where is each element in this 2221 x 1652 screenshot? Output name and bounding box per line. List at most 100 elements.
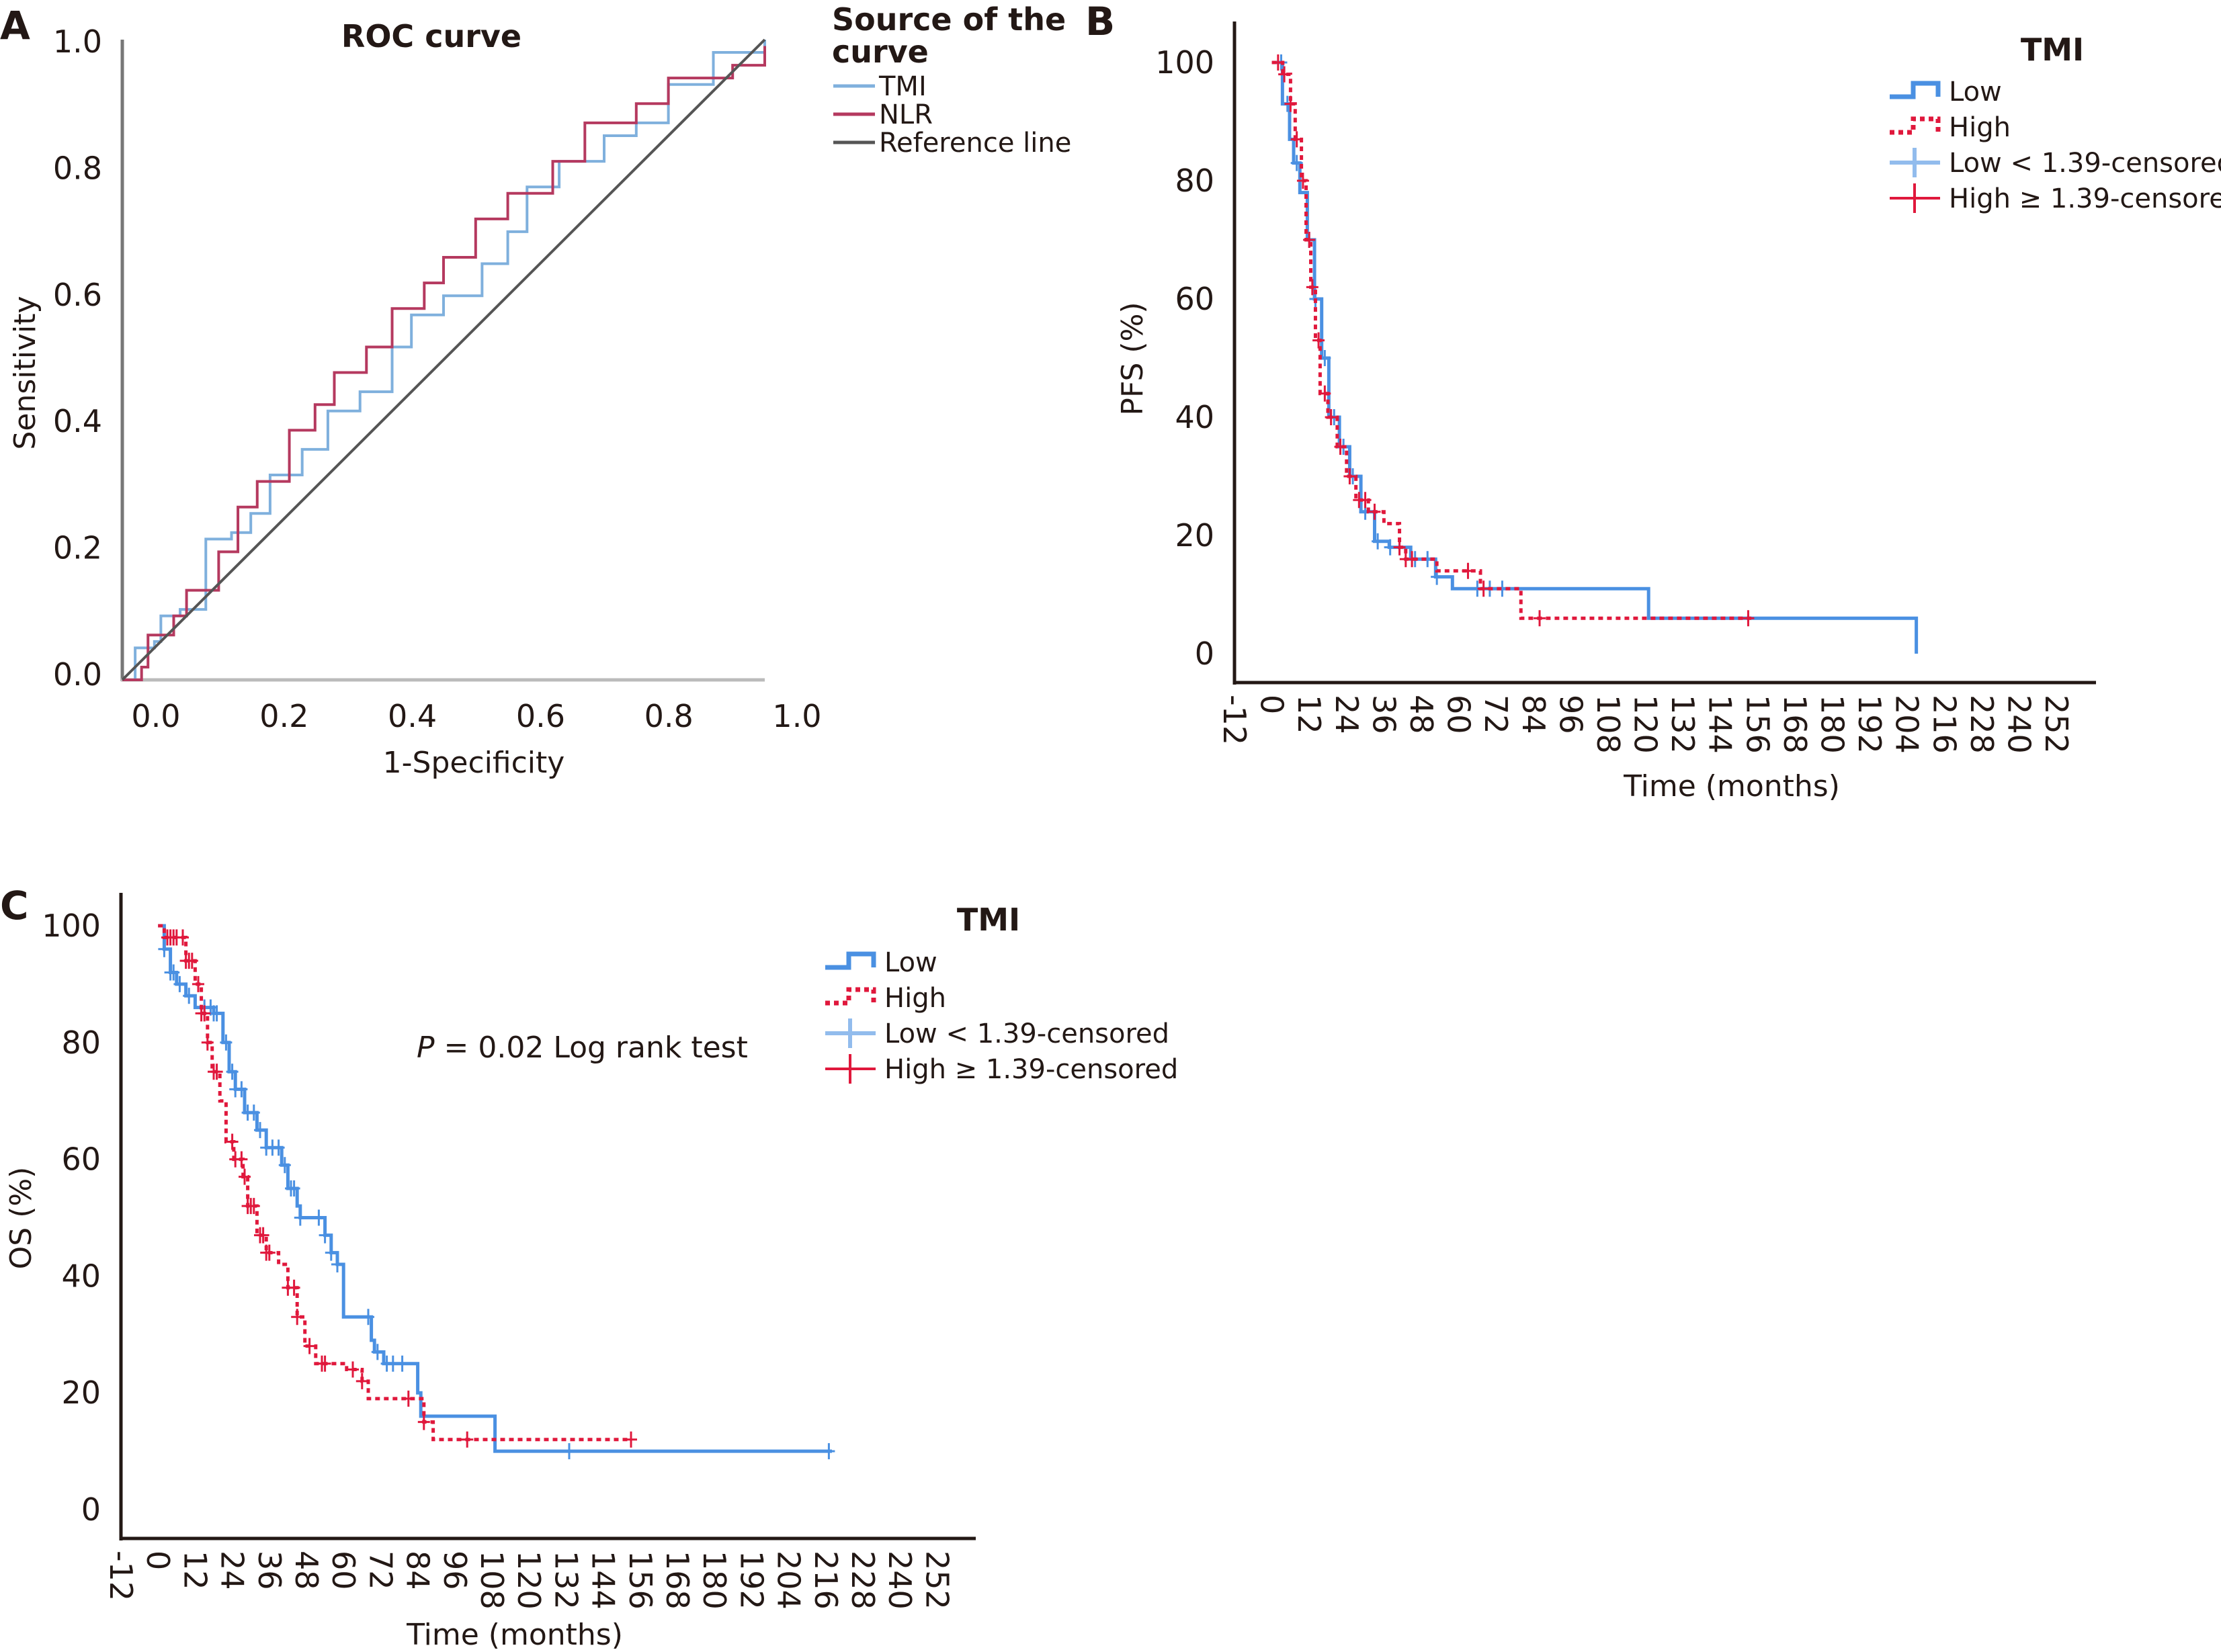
os-x-tick-label: 60 [325,1551,362,1590]
os-curve-low [158,924,832,1453]
os-x-axis-label: Time (months) [406,1618,623,1652]
os-y-tick-label: 80 [61,1025,101,1061]
roc-x-tick-label: 0.4 [388,698,437,734]
os-legend-title: TMI [957,902,1020,938]
pfs-censor-mark-low [1290,155,1303,171]
roc-title: ROC curve [341,18,521,54]
os-censor-mark-high [347,1361,359,1378]
pfs-censor-mark-high [1306,279,1318,296]
pfs-y-tick-label: 0 [1195,636,1214,672]
pfs-x-tick-label: 156 [1739,695,1775,754]
os-x-tick-label: 36 [251,1551,288,1590]
os-x-tick-label: 216 [808,1551,844,1610]
os-censor-mark-high [210,1063,223,1080]
os-censor-mark-high [185,953,198,969]
pfs-censor-mark-high [1477,580,1490,597]
os-x-tick-label: 228 [845,1551,881,1610]
pfs-censor-mark-low [1372,533,1384,550]
pfs-x-tick-label: 36 [1366,695,1402,734]
os-censor-mark-high [247,1198,260,1215]
os-censor-mark-low [247,1104,260,1121]
os-legend-high-swatch [825,987,876,1006]
pfs-y-tick-label: 80 [1175,163,1214,199]
os-x-tick-label: 204 [771,1551,807,1610]
os-y-axis-label: OS (%) [4,1167,38,1270]
pfs-x-axis-label: Time (months) [1623,769,1840,803]
os-censor-mark-low [288,1180,300,1197]
pfs-legend-label: Low < 1.39-censored [1949,148,2221,179]
os-x-tick-label: 240 [882,1551,918,1610]
os-censor-mark-high [417,1414,430,1430]
pfs-legend-title: TMI [2021,32,2084,68]
pfs-censor-mark-high [1343,468,1356,484]
pfs-legend-censored-swatch [1890,148,1940,177]
os-legend-censored-swatch [825,1054,876,1084]
os-y-tick-label: 40 [61,1258,101,1294]
os-x-tick-label: 12 [177,1551,213,1590]
os-censor-mark-low [325,1244,337,1261]
roc-x-tick-label: 0.8 [644,698,694,734]
os-censor-mark-high [198,1005,211,1022]
os-censor-mark-high [201,1034,214,1051]
os-censor-mark-low [319,1227,331,1244]
os-censor-mark-high [288,1279,300,1296]
os-censor-mark-low [823,1443,835,1460]
roc-x-tick-label: 0.2 [259,698,308,734]
os-x-tick-label: 48 [288,1551,325,1590]
panel-label-b: B [1085,0,1115,44]
pfs-censor-mark-high [1325,409,1337,425]
roc-x-axis-label: 1-Specificity [383,746,565,780]
os-censor-mark-high [235,1151,248,1168]
os-censor-mark-high [291,1309,304,1325]
pfs-x-tick-label: 120 [1628,695,1664,754]
os-censor-mark-low [362,1309,374,1325]
os-censor-mark-high [402,1390,415,1407]
roc-legend-label: NLR [879,99,933,130]
os-censor-mark-high [355,1373,368,1389]
os-x-tick-label: 132 [548,1551,584,1610]
pfs-legend-label: High [1949,112,2011,143]
pfs-censor-mark-high [1393,539,1406,556]
pfs-censor-mark-high [1296,173,1309,189]
p-value-text: = 0.02 Log rank test [435,1031,748,1065]
os-x-tick-label: 156 [622,1551,659,1610]
os-censor-mark-low [167,964,180,981]
p-value-annotation: P = 0.02 Log rank test [417,1031,748,1065]
pfs-censor-mark-high [1406,551,1419,568]
roc-y-tick-label: 1.0 [53,24,102,60]
os-x-tick-label: 252 [919,1551,955,1610]
roc-y-tick-label: 0.0 [53,656,102,693]
os-censor-mark-low [226,1063,239,1080]
pfs-x-tick-label: 84 [1515,695,1552,734]
roc-legend-title-line1: Source of the [832,1,1066,38]
os-censor-mark-low [210,1005,223,1022]
pfs-x-tick-label: 96 [1552,695,1589,734]
pfs-legend-censored-swatch [1890,183,1940,213]
pfs-censor-mark-high [1312,332,1325,349]
roc-x-tick-label: 1.0 [772,698,821,734]
pfs-censor-mark-high [1368,503,1381,520]
os-censor-mark-low [371,1344,384,1360]
pfs-x-tick-label: 204 [1889,695,1925,754]
pfs-censor-marks-low [1275,54,1509,597]
pfs-y-tick-label: 100 [1155,44,1214,81]
os-y-tick-label: 20 [61,1375,101,1411]
pfs-x-tick-label: 228 [1964,695,2000,754]
os-x-tick-label: 192 [733,1551,769,1610]
os-y-tick-label: 60 [61,1141,101,1178]
pfs-censor-mark-high [1318,385,1331,402]
pfs-curve-low [1271,60,1919,654]
roc-legend-label: Reference line [879,128,1071,159]
p-value-italic: P [417,1031,435,1065]
pfs-y-tick-label: 60 [1175,281,1214,317]
os-censor-mark-high [192,975,204,992]
panel-label-a: A [0,3,30,48]
os-x-tick-label: 144 [585,1551,622,1610]
pfs-censor-marks-high [1271,54,1755,627]
os-x-tick-label: -12 [103,1551,139,1601]
os-legend-censored-swatch [825,1018,876,1048]
os-censor-mark-low [272,1139,285,1156]
os-censor-marks-high [161,929,637,1448]
os-censor-mark-high [257,1227,269,1244]
